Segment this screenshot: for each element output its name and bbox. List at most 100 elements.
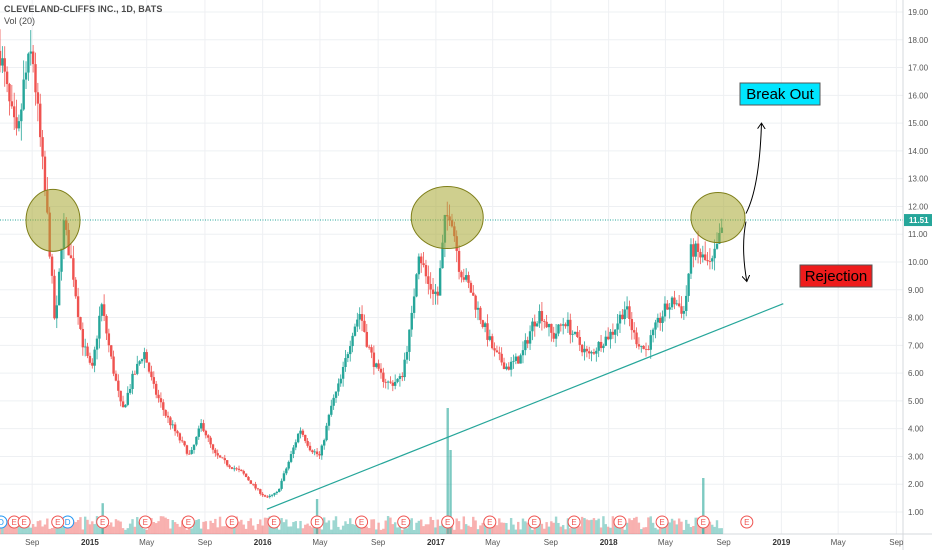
volume-bar <box>308 525 312 534</box>
volume-bar <box>718 528 721 534</box>
volume-bar <box>455 518 458 534</box>
candle-body <box>618 314 622 324</box>
candle-body <box>673 297 676 305</box>
candle-body <box>95 338 99 350</box>
earnings-marker <box>181 515 195 529</box>
candle-body <box>623 309 626 320</box>
volume-bar <box>31 524 35 534</box>
volume-bar <box>266 517 269 534</box>
price-tick-label: 2.00 <box>908 480 924 489</box>
time-tick-label: Sep <box>544 538 559 547</box>
candle-body <box>263 495 267 497</box>
time-axis[interactable]: Sep 2015 May Sep 2016 May Sep 2017 May Sep 2018 May… <box>25 538 904 547</box>
volume-bar <box>5 520 9 534</box>
candle-body <box>680 306 683 314</box>
volume-bar <box>502 522 506 534</box>
candle-body <box>692 244 695 257</box>
earnings-marker <box>138 515 152 529</box>
earnings-marker <box>441 515 455 529</box>
price-axis[interactable]: 19.00 18.00 17.00 16.00 15.00 14.00 13.00 12.00… <box>904 8 932 517</box>
price-tick-label: 8.00 <box>908 314 924 323</box>
volume-bar <box>169 528 172 534</box>
earnings-marker-label: E <box>744 518 749 527</box>
volume-bar <box>415 522 418 534</box>
volume-bar <box>488 524 492 534</box>
candle-body <box>434 291 437 294</box>
candle-body <box>337 383 340 392</box>
candle-body <box>595 350 598 354</box>
symbol-title: CLEVELAND-CLIFFS INC., 1D, BATS <box>4 4 163 14</box>
volume-bar <box>580 516 584 534</box>
volume-bar <box>370 519 373 534</box>
volume-bar <box>114 519 118 534</box>
volume-bar <box>637 522 641 534</box>
volume-bar <box>528 522 532 534</box>
volume-bar <box>543 528 546 534</box>
support-trendline <box>266 303 784 510</box>
earnings-marker <box>96 515 110 529</box>
candle-body <box>578 336 581 345</box>
volume-bar <box>668 522 671 534</box>
volume-bar <box>561 525 565 534</box>
volume-bar <box>625 522 629 534</box>
candle-body <box>396 378 399 382</box>
candle-body <box>604 336 607 346</box>
volume-bar <box>88 524 92 534</box>
volume-bar <box>128 523 132 534</box>
volume-bar <box>233 522 236 534</box>
candle-body <box>412 296 416 313</box>
candle-body <box>145 352 148 363</box>
candle-body <box>649 335 652 350</box>
volume-bar <box>517 521 520 534</box>
volume-bar <box>720 528 723 534</box>
volume-bar <box>495 525 499 534</box>
earnings-marker <box>613 515 627 529</box>
volume-bar <box>263 517 267 534</box>
candle-body <box>583 348 586 353</box>
volume-bar <box>296 528 300 534</box>
volume-bar <box>242 524 245 534</box>
candle-body <box>590 352 593 354</box>
volume-bar <box>34 526 37 534</box>
candle-body <box>505 366 508 370</box>
volume-bar <box>429 516 432 534</box>
candle-body <box>192 444 196 450</box>
candle-body <box>150 371 153 378</box>
volume-bar <box>249 518 253 534</box>
candle-body <box>278 488 281 492</box>
candle-body <box>573 331 577 334</box>
candle-body <box>469 282 473 293</box>
candle-body <box>166 415 170 418</box>
volume-bar <box>192 521 196 534</box>
earnings-marker-label: E <box>55 518 60 527</box>
dividend-marker <box>0 515 8 529</box>
volume-bar <box>649 516 652 534</box>
volume-bar <box>597 518 600 534</box>
candle-body <box>486 323 489 340</box>
candle-body <box>377 363 380 369</box>
candle-body <box>76 296 80 318</box>
candle-body <box>375 363 378 367</box>
volume-bar <box>460 529 463 534</box>
volume-bar <box>410 518 413 534</box>
candle-body <box>628 306 631 319</box>
volume-bar <box>41 526 44 534</box>
candle-body <box>663 303 667 317</box>
volume-bar <box>176 523 179 534</box>
candle-body <box>273 493 276 495</box>
price-tick-label: 3.00 <box>908 452 924 461</box>
volume-bar <box>339 529 342 534</box>
volume-bar <box>29 527 32 534</box>
volume-bar <box>164 517 167 534</box>
highlight-ellipse <box>25 188 81 252</box>
volume-bar <box>711 524 714 534</box>
candle-body <box>597 341 600 351</box>
price-tick-label: 16.00 <box>908 91 929 100</box>
volume-bar <box>136 517 139 534</box>
volume-bar <box>327 520 331 534</box>
volume-bar <box>467 525 470 534</box>
volume-indicator-label[interactable]: Vol (20) <box>4 16 36 26</box>
time-tick-label: May <box>139 538 154 547</box>
candle-body <box>706 260 709 262</box>
